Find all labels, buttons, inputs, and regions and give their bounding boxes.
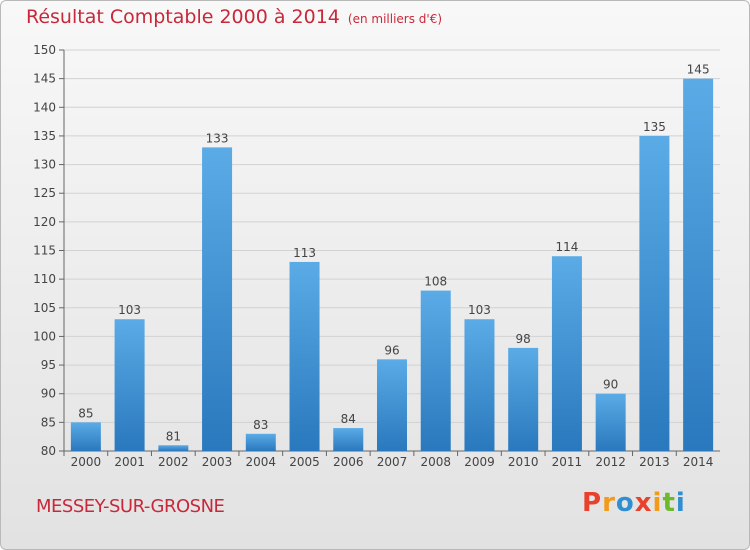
- location-name: MESSEY-SUR-GROSNE: [36, 496, 225, 517]
- x-tick-label: 2010: [508, 455, 539, 469]
- x-tick-label: 2003: [202, 455, 233, 469]
- bar: [70, 422, 101, 451]
- bar-value-label: 103: [118, 303, 141, 317]
- x-tick-label: 2008: [420, 455, 451, 469]
- x-tick-label: 2004: [246, 455, 277, 469]
- y-tick-label: 120: [33, 215, 56, 229]
- bar-value-label: 96: [384, 343, 399, 357]
- chart-title: Résultat Comptable 2000 à 2014 (en millie…: [26, 6, 442, 28]
- bar: [377, 359, 407, 451]
- x-tick-label: 2000: [71, 455, 102, 469]
- bar-value-label: 113: [293, 246, 316, 260]
- x-tick-label: 2014: [683, 455, 714, 469]
- y-tick-label: 95: [41, 358, 56, 372]
- x-tick-label: 2001: [114, 455, 145, 469]
- logo-letter: P: [582, 488, 603, 518]
- bar: [114, 319, 145, 451]
- bar: [420, 290, 451, 451]
- bar-value-label: 83: [253, 418, 268, 432]
- bar-value-label: 114: [555, 240, 578, 254]
- bar-value-label: 103: [468, 303, 491, 317]
- x-tick-label: 2012: [595, 455, 626, 469]
- bar-value-label: 135: [643, 120, 666, 134]
- y-tick-label: 125: [33, 186, 56, 200]
- title-unit: (en milliers d'€): [347, 12, 443, 26]
- x-tick-label: 2002: [158, 455, 189, 469]
- bar: [245, 433, 276, 451]
- y-tick-label: 115: [33, 244, 56, 258]
- y-tick-label: 80: [41, 444, 56, 458]
- y-tick-label: 90: [41, 387, 56, 401]
- bar: [202, 147, 233, 451]
- logo-letter: i: [675, 488, 686, 518]
- bar: [333, 428, 364, 451]
- x-tick-label: 2011: [552, 455, 583, 469]
- bar-value-label: 133: [206, 131, 229, 145]
- bar: [158, 445, 189, 451]
- y-tick-label: 150: [33, 43, 56, 57]
- bar: [464, 319, 495, 451]
- y-tick-label: 130: [33, 158, 56, 172]
- bar-value-label: 90: [603, 378, 618, 392]
- logo-letter: o: [615, 488, 635, 518]
- bar: [683, 78, 714, 452]
- bar-value-label: 81: [166, 429, 181, 443]
- logo-letter: x: [634, 488, 653, 518]
- bar-value-label: 108: [424, 275, 447, 289]
- y-tick-label: 145: [33, 72, 56, 86]
- bar: [639, 135, 670, 451]
- x-tick-label: 2009: [464, 455, 495, 469]
- x-tick-label: 2007: [377, 455, 408, 469]
- x-tick-label: 2013: [639, 455, 670, 469]
- bar-value-label: 85: [78, 406, 93, 420]
- bar-value-label: 145: [687, 63, 710, 77]
- logo-letter: i: [652, 488, 663, 518]
- y-tick-label: 110: [33, 272, 56, 286]
- bar: [508, 347, 539, 451]
- x-tick-label: 2005: [289, 455, 320, 469]
- y-tick-label: 105: [33, 301, 56, 315]
- title-text: Résultat Comptable 2000 à 2014: [26, 6, 340, 28]
- bar: [551, 256, 582, 451]
- bar: [595, 393, 626, 451]
- y-tick-label: 85: [41, 415, 56, 429]
- x-tick-label: 2006: [333, 455, 364, 469]
- bar-value-label: 98: [516, 332, 531, 346]
- logo-letter: t: [662, 488, 676, 518]
- logo-letter: r: [602, 488, 616, 518]
- bar-value-label: 84: [341, 412, 356, 426]
- y-tick-label: 135: [33, 129, 56, 143]
- y-tick-label: 140: [33, 100, 56, 114]
- proxiti-logo: Proxiti: [582, 488, 686, 518]
- bar: [289, 261, 320, 451]
- y-tick-label: 100: [33, 329, 56, 343]
